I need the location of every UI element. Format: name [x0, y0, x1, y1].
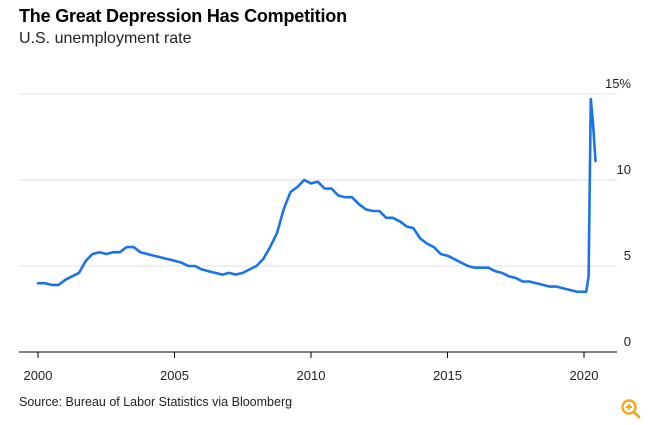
chart-title: The Great Depression Has Competition: [19, 6, 347, 26]
zoom-in-icon[interactable]: [620, 398, 642, 420]
y-tick-label: 5: [624, 248, 631, 263]
y-tick-label: 10: [617, 162, 631, 177]
source-note: Source: Bureau of Labor Statistics via B…: [19, 395, 293, 409]
x-tick-label: 2020: [570, 368, 599, 383]
y-tick-label: 15%: [605, 76, 631, 91]
x-tick-label: 2000: [24, 368, 53, 383]
x-tick-label: 2010: [297, 368, 326, 383]
series-line-unemployment-rate: [36, 97, 597, 294]
chart-subtitle: U.S. unemployment rate: [19, 30, 192, 47]
x-tick-label: 2005: [160, 368, 189, 383]
y-tick-label: 0: [624, 334, 631, 349]
x-tick-label: 2015: [433, 368, 462, 383]
